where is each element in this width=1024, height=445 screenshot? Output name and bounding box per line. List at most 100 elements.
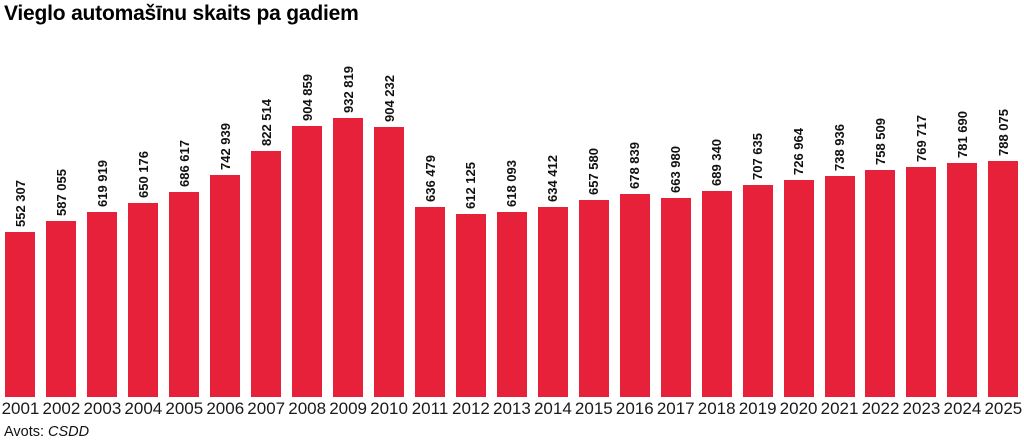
value-label: 707 635	[750, 133, 766, 180]
value-label: 657 580	[586, 148, 602, 195]
value-label: 822 514	[258, 99, 274, 146]
bar-column-2017: 663 980	[655, 146, 696, 397]
bar-column-2014: 634 412	[532, 155, 573, 397]
bar-column-2003: 619 919	[82, 160, 123, 397]
value-label: 636 479	[422, 155, 438, 202]
x-tick-label: 2009	[329, 399, 368, 418]
value-label: 742 939	[217, 123, 233, 170]
x-tick-label: 2021	[820, 399, 859, 418]
x-tick-label: 2004	[124, 399, 163, 418]
x-tick-label: 2018	[697, 399, 736, 418]
x-tick-label: 2005	[165, 399, 204, 418]
bar	[906, 167, 937, 397]
bar-column-2019: 707 635	[737, 133, 778, 397]
bar	[619, 194, 650, 397]
x-tick-label: 2025	[984, 399, 1023, 418]
value-label: 738 936	[832, 124, 848, 171]
value-label: 618 093	[504, 160, 520, 207]
chart-title: Vieglo automašīnu skaits pa gadiem	[4, 2, 359, 25]
source-name: CSDD	[48, 424, 90, 440]
bar	[169, 192, 200, 397]
bar	[660, 198, 691, 397]
bar-column-2013: 618 093	[491, 160, 532, 397]
bar-column-2025: 788 075	[983, 109, 1024, 397]
source-note: Avots: CSDD	[4, 424, 89, 440]
bar	[210, 175, 241, 397]
x-tick-label: 2012	[452, 399, 490, 418]
value-label: 932 819	[340, 66, 356, 113]
x-tick-label: 2010	[370, 399, 408, 418]
x-tick-label: 2002	[42, 399, 81, 418]
bar	[824, 176, 855, 397]
bar-column-2020: 726 964	[778, 128, 819, 397]
x-tick-label: 2011	[411, 399, 449, 418]
x-tick-label: 2024	[943, 399, 982, 418]
bar-column-2021: 738 936	[819, 124, 860, 397]
bar-column-2007: 822 514	[246, 99, 287, 397]
bar-column-2023: 769 717	[901, 115, 942, 397]
bar	[865, 170, 896, 397]
bar	[5, 232, 36, 397]
x-tick-label: 2019	[738, 399, 777, 418]
bar-column-2010: 904 232	[369, 75, 410, 397]
source-label: Avots:	[4, 424, 45, 440]
value-label: 650 176	[135, 151, 151, 198]
bar	[292, 126, 323, 397]
value-label: 788 075	[995, 109, 1011, 156]
bar	[701, 191, 732, 397]
value-label: 612 125	[463, 162, 479, 209]
bar	[988, 161, 1019, 397]
value-label: 678 839	[627, 142, 643, 189]
bar	[742, 185, 773, 397]
x-tick-label: 2001	[1, 399, 40, 418]
bar-column-2022: 758 509	[860, 118, 901, 397]
x-tick-label: 2003	[83, 399, 122, 418]
x-tick-label: 2006	[206, 399, 245, 418]
bar-column-2016: 678 839	[614, 142, 655, 397]
bar-column-2015: 657 580	[573, 148, 614, 397]
x-tick-label: 2007	[247, 399, 286, 418]
value-label: 904 859	[299, 74, 315, 121]
bar	[374, 127, 405, 397]
x-tick-label: 2017	[656, 399, 695, 418]
bar-column-2009: 932 819	[328, 66, 369, 397]
bar	[87, 212, 118, 397]
bar	[415, 207, 445, 397]
bar-column-2002: 587 055	[41, 169, 82, 397]
value-label: 552 307	[12, 180, 28, 227]
bar	[496, 212, 527, 397]
value-label: 634 412	[545, 155, 561, 202]
x-tick-label: 2016	[615, 399, 654, 418]
plot-area: 552 307 587 055 619 919 650 176 686 617 742 9…	[0, 30, 1024, 397]
x-tick-label: 2015	[574, 399, 613, 418]
x-tick-label: 2022	[861, 399, 900, 418]
bar	[947, 163, 978, 397]
bar	[537, 207, 568, 397]
value-label: 619 919	[94, 160, 110, 207]
x-axis-labels: 2001 2002 2003 2004 2005 2006 2007 2008 2009 2010…	[0, 398, 1024, 420]
value-label: 726 964	[791, 128, 807, 175]
bar-column-2005: 686 617	[164, 140, 205, 397]
bar	[251, 151, 282, 397]
value-label: 686 617	[176, 140, 192, 187]
bar	[128, 203, 159, 397]
x-tick-label: 2014	[533, 399, 572, 418]
bar	[333, 118, 364, 397]
value-label: 769 717	[913, 115, 929, 162]
bar-column-2018: 689 340	[696, 139, 737, 397]
bar-column-2004: 650 176	[123, 151, 164, 397]
x-tick-label: 2013	[493, 399, 531, 418]
bar-column-2008: 904 859	[287, 74, 328, 397]
value-label: 758 509	[872, 118, 888, 165]
bar-column-2024: 781 690	[942, 111, 983, 397]
bar	[783, 180, 814, 397]
bar-column-2006: 742 939	[205, 123, 246, 397]
bar	[455, 214, 486, 397]
x-tick-label: 2023	[902, 399, 941, 418]
value-label: 689 340	[709, 139, 725, 186]
x-tick-label: 2020	[779, 399, 818, 418]
value-label: 663 980	[668, 146, 684, 193]
bar-column-2001: 552 307	[0, 180, 41, 397]
bar-column-2011: 636 479	[410, 155, 451, 397]
